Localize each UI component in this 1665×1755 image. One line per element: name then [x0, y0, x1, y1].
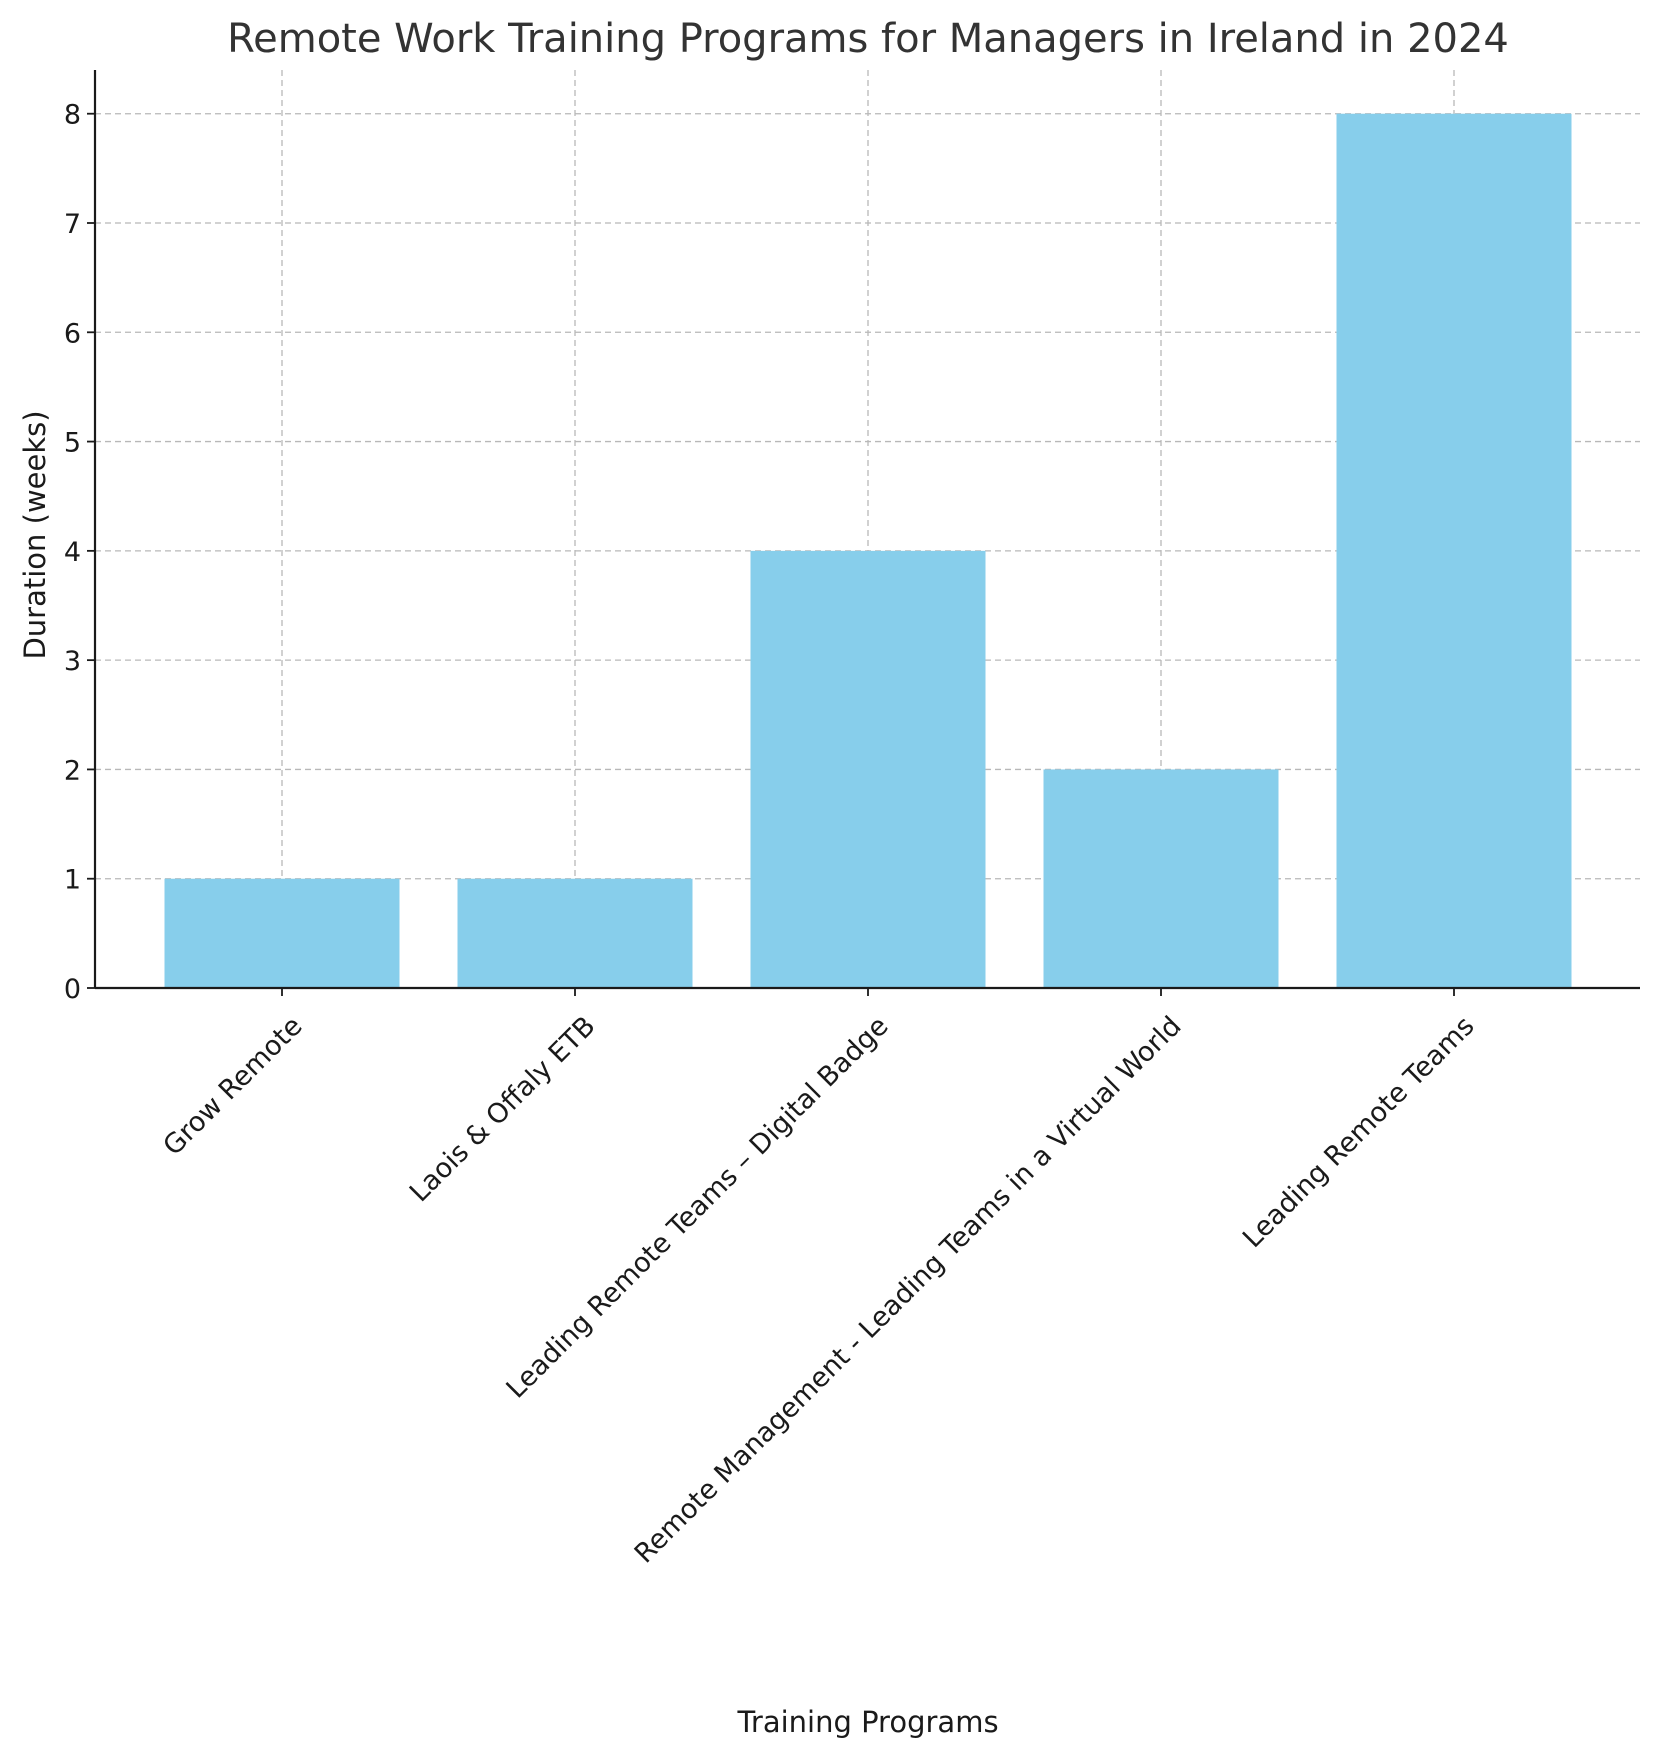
y-tick-label: 0 — [64, 974, 81, 1005]
bar — [1336, 113, 1572, 988]
y-tick-label: 5 — [64, 428, 81, 459]
y-tick-label: 2 — [64, 755, 81, 786]
bar — [1043, 769, 1279, 988]
x-tick-label: Remote Management - Leading Teams in a V… — [629, 1011, 1188, 1570]
y-tick-label: 4 — [64, 537, 81, 568]
y-tick-label: 6 — [64, 318, 81, 349]
x-tick-label: Leading Remote Teams — [1237, 1011, 1481, 1255]
bars — [164, 113, 1572, 988]
x-tick-label: Laois & Offaly ETB — [404, 1011, 602, 1209]
y-tick-label: 1 — [64, 865, 81, 896]
bar — [457, 878, 693, 988]
y-tick-label: 8 — [64, 100, 81, 131]
x-axis-title: Training Programs — [736, 1705, 998, 1739]
y-tick-label: 3 — [64, 646, 81, 677]
y-axis-title: Duration (weeks) — [18, 410, 52, 659]
bar — [750, 550, 986, 988]
bar — [164, 878, 400, 988]
chart-title: Remote Work Training Programs for Manage… — [227, 16, 1509, 62]
y-tick-label: 7 — [64, 209, 81, 240]
x-tick-label: Grow Remote — [157, 1011, 308, 1162]
